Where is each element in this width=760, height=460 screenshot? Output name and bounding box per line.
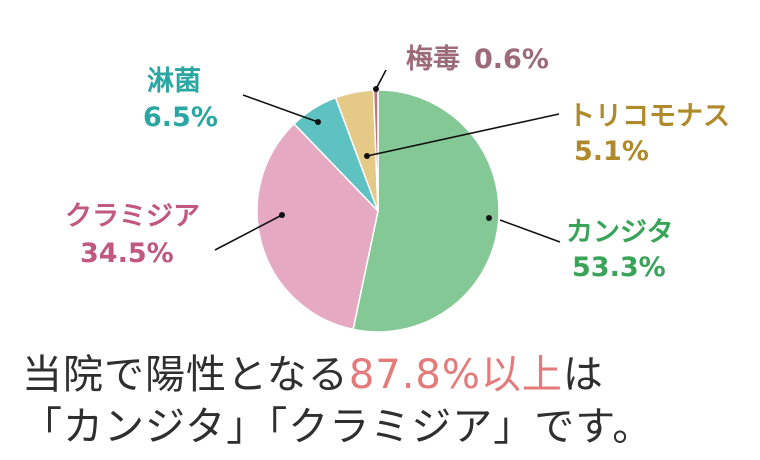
slice-name-label-0: カンジタ (566, 217, 673, 248)
slice-name-label-3: トリコモナス (568, 101, 730, 132)
leader-dot-3 (364, 153, 370, 159)
pie-chart: カンジタ 53.3% クラミジア 34.5% 淋菌 6.5% トリコモナス 5.1% 梅毒 0.6… (65, 44, 730, 333)
caption-text-end: は (562, 352, 604, 398)
leader-line-1 (214, 214, 283, 251)
pie-slice-1 (256, 122, 379, 331)
leader-line-3 (366, 113, 560, 157)
slice-value-label-1: 34.5% (80, 238, 174, 269)
caption-line-2: 「カンジタ」「クラミジア」です。 (22, 404, 654, 450)
leader-line-0 (499, 219, 561, 243)
caption-highlight: 87.8%以上 (348, 352, 563, 398)
slice-value-label-2: 6.5% (143, 102, 218, 133)
slice-value-label-3: 5.1% (574, 136, 649, 167)
slice-name-label-2: 淋菌 (147, 66, 201, 97)
leader-dot-4 (373, 86, 379, 92)
caption-text: 当院で陽性となる (22, 352, 349, 398)
leader-dot-1 (279, 212, 285, 218)
caption-line-1: 当院で陽性となる87.8%以上は (22, 342, 604, 400)
leader-line-2 (242, 94, 319, 123)
slice-value-label-4: 0.6% (474, 44, 549, 75)
leader-line-4 (375, 69, 387, 90)
slice-name-label-4: 梅毒 (406, 44, 460, 75)
slice-value-label-0: 53.3% (572, 252, 666, 283)
slice-name-label-1: クラミジア (65, 201, 200, 232)
leader-dot-0 (486, 215, 492, 221)
leader-dot-2 (315, 119, 321, 125)
